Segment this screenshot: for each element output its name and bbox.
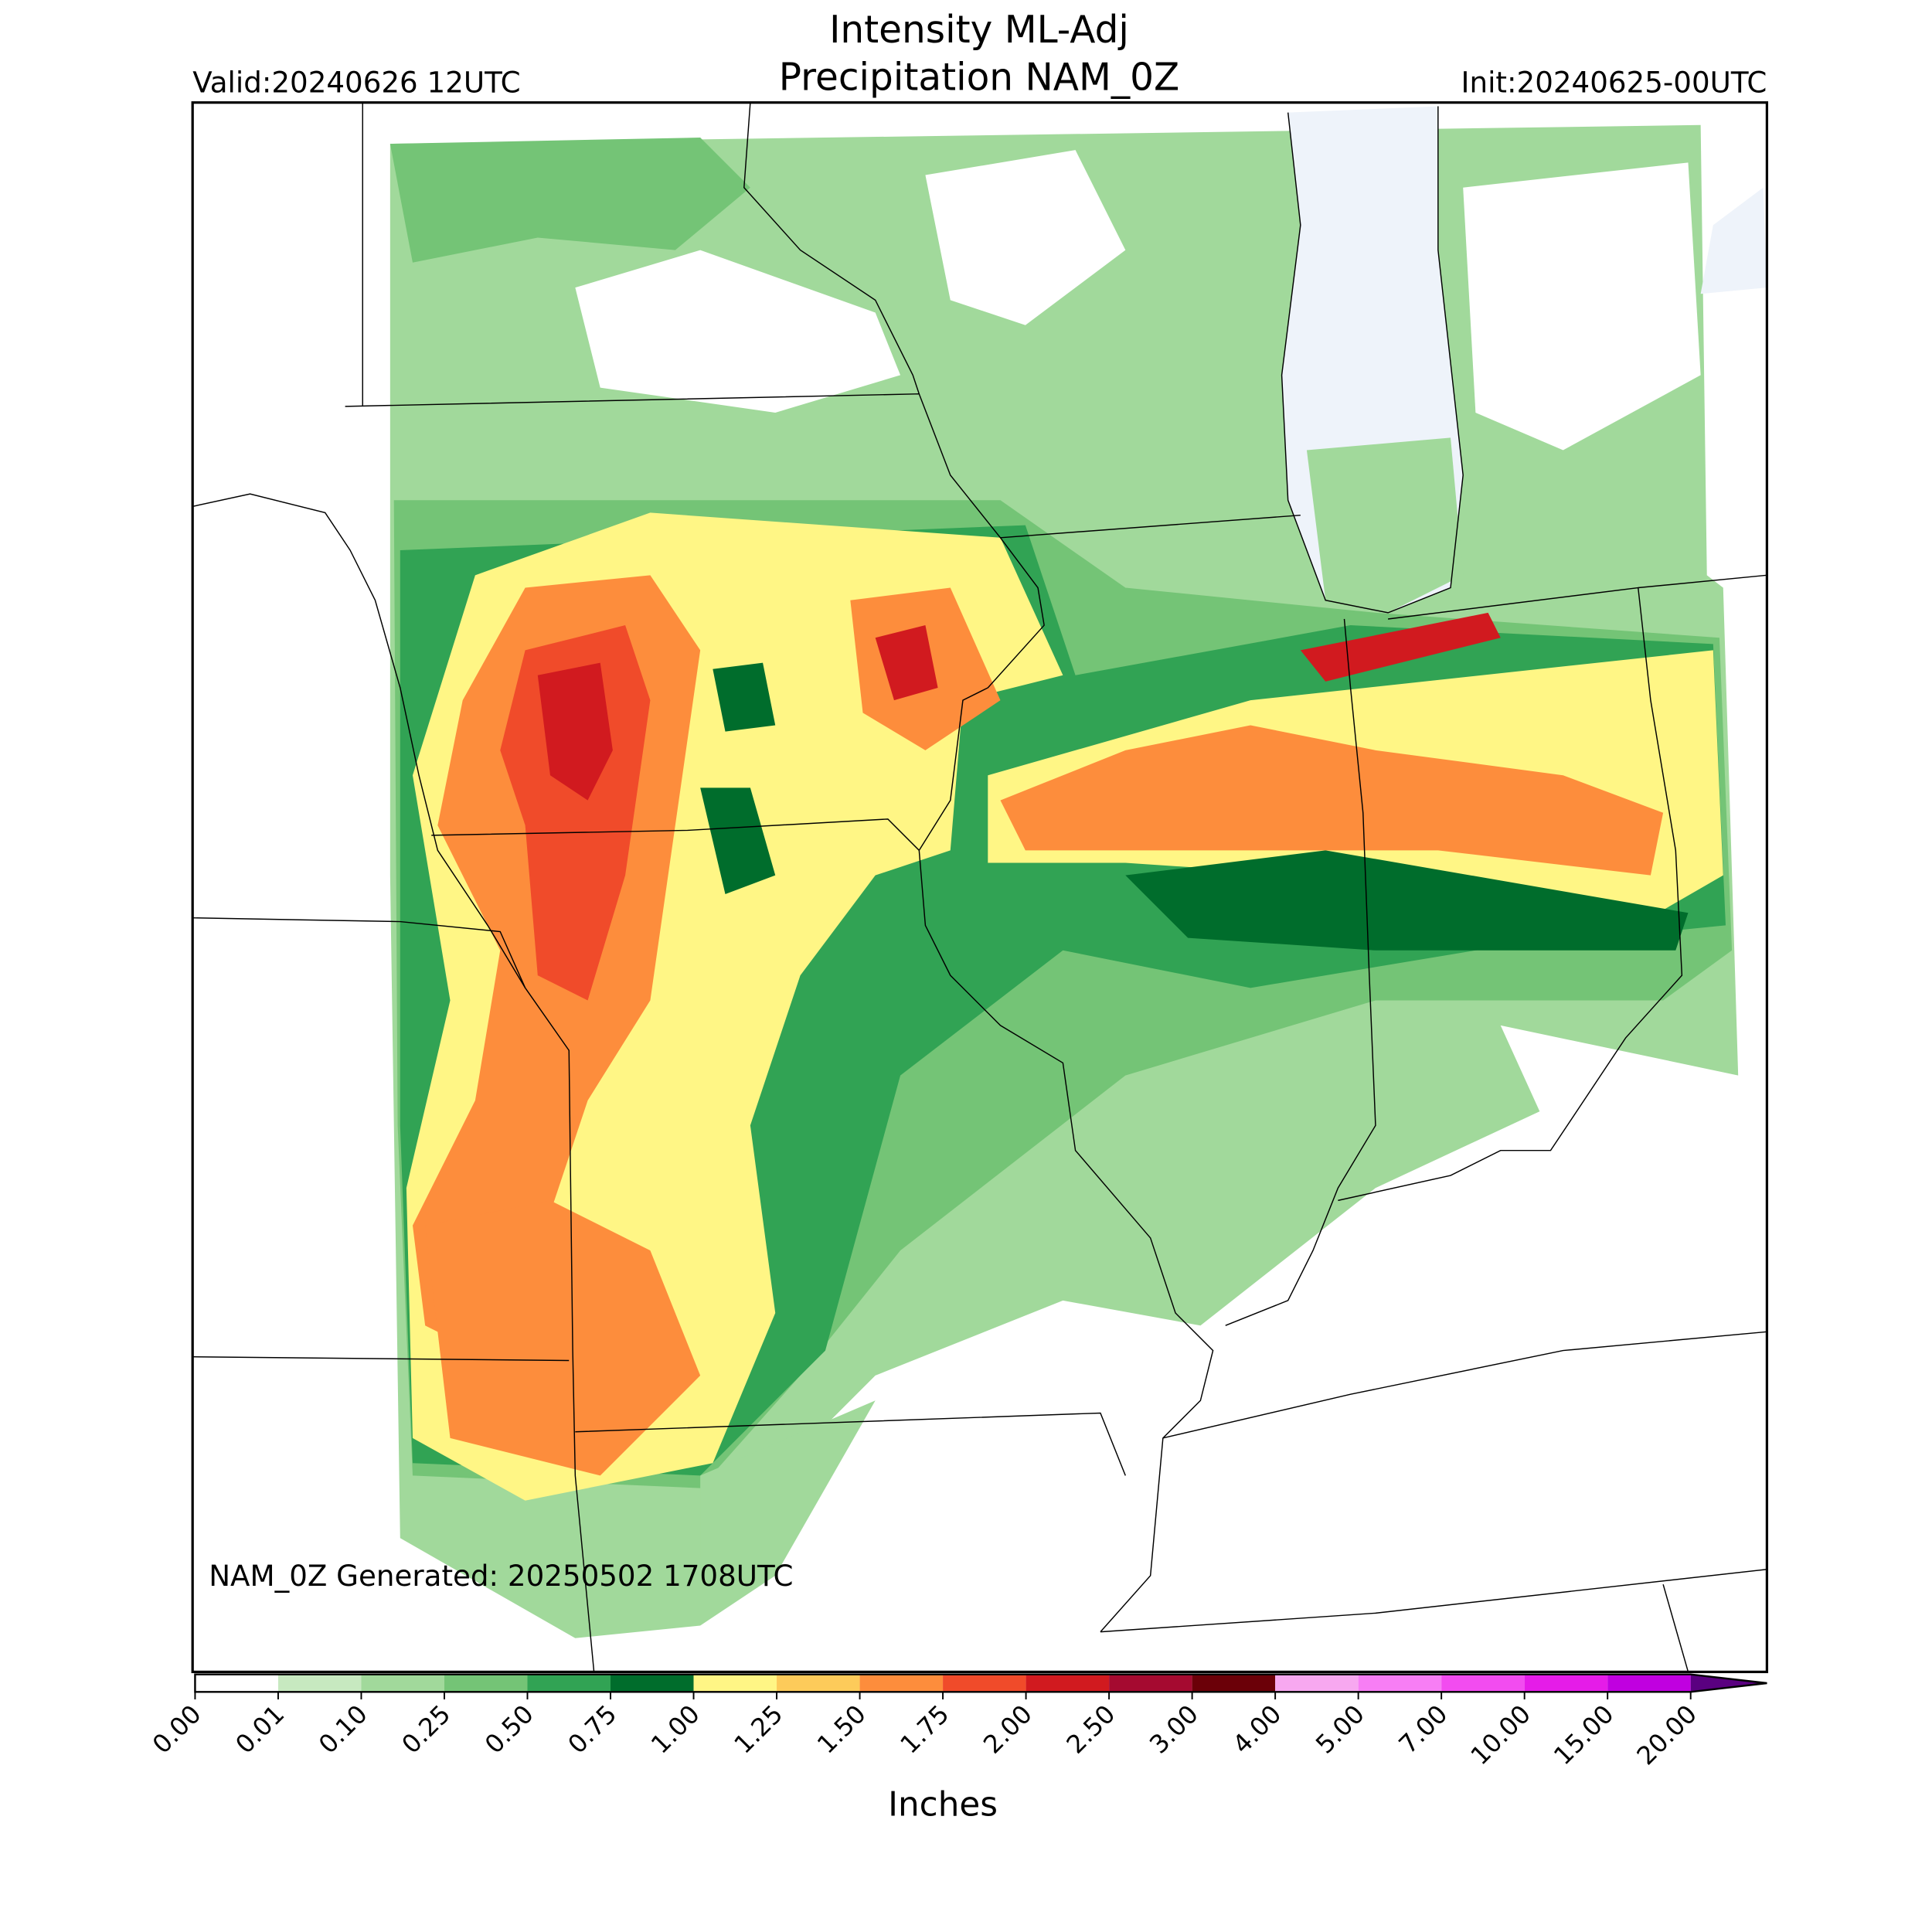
colorbar-tick-label: 7.00 — [1393, 1699, 1454, 1760]
precip-area — [700, 787, 776, 894]
colorbar-swatch — [527, 1674, 611, 1692]
dry-area — [1500, 1025, 1739, 1163]
colorbar-tick-label: 0.00 — [147, 1699, 207, 1760]
colorbar-tick-label: 0.25 — [396, 1699, 457, 1760]
colorbar-swatch — [1524, 1674, 1608, 1692]
precip-area — [389, 137, 750, 263]
precip-area — [1300, 612, 1501, 682]
precip-area — [1306, 437, 1464, 613]
colorbar-swatch — [1441, 1674, 1525, 1692]
colorbar-swatch — [444, 1674, 528, 1692]
colorbar-swatch — [1607, 1674, 1691, 1692]
colorbar-swatch — [1275, 1674, 1359, 1692]
colorbar-label: Inches — [888, 1785, 998, 1825]
lake — [1700, 187, 1767, 294]
colorbar: 0.00 0.01 0.10 0.25 0.50 0.75 1.00 1.25 1.50 1.75… — [147, 1673, 1767, 1770]
colorbar-tick-label: 20.00 — [1631, 1699, 1702, 1770]
init-time: Init:20240625-00UTC — [1461, 66, 1767, 100]
precip-area — [875, 625, 938, 701]
colorbar-tick-label: 15.00 — [1548, 1699, 1619, 1770]
map-frame — [191, 101, 1769, 1674]
colorbar-tick-label: 10.00 — [1465, 1699, 1536, 1770]
colorbar-swatch — [693, 1674, 777, 1692]
generated-annotation: NAM_0Z Generated: 20250502 1708UTC — [209, 1559, 793, 1593]
colorbar-tick-label: 1.00 — [645, 1699, 706, 1760]
precip-area — [1000, 725, 1664, 876]
precip-area — [425, 1200, 701, 1476]
colorbar-swatch — [859, 1674, 944, 1692]
colorbar-tick-label: 1.75 — [895, 1699, 955, 1760]
state-borders — [192, 102, 1767, 1672]
colorbar-tick-label: 1.50 — [811, 1699, 872, 1760]
colorbar-swatch — [1358, 1674, 1442, 1692]
colorbar-swatch — [611, 1674, 694, 1692]
precip-area — [500, 625, 651, 1001]
colorbar-swatch — [1026, 1674, 1110, 1692]
colorbar-swatch — [943, 1674, 1026, 1692]
precip-area — [713, 662, 776, 732]
colorbar-tick-label: 0.10 — [313, 1699, 373, 1760]
dry-area — [1463, 162, 1701, 451]
colorbar-tick-label: 0.75 — [563, 1699, 623, 1760]
colorbar-extension — [1690, 1674, 1767, 1692]
colorbar-swatch — [1109, 1674, 1192, 1692]
title-line1: Intensity ML-Adj — [829, 9, 1129, 52]
precip-area — [1125, 850, 1689, 951]
colorbar-tick-label: 1.25 — [729, 1699, 789, 1760]
precip-area — [700, 1400, 876, 1626]
colorbar-tick-label: 5.00 — [1310, 1699, 1370, 1760]
colorbar-tick-label: 3.00 — [1144, 1699, 1204, 1760]
map — [192, 102, 1767, 1672]
colorbar-tick-label: 4.00 — [1227, 1699, 1287, 1760]
colorbar-tick-label: 2.00 — [978, 1699, 1038, 1760]
colorbar-swatch — [777, 1674, 860, 1692]
colorbar-outline — [194, 1673, 1767, 1693]
colorbar-swatch — [195, 1674, 278, 1692]
colorbar-swatch — [361, 1674, 444, 1692]
dry-area — [925, 150, 1126, 325]
colorbar-tick-label: 0.01 — [230, 1699, 290, 1760]
dry-area — [575, 250, 901, 413]
precip-area — [537, 662, 613, 801]
title-line2: Precipitation NAM_0Z — [779, 56, 1180, 100]
valid-time: Valid:20240626 12UTC — [192, 66, 520, 100]
colorbar-tick-label: 0.50 — [479, 1699, 539, 1760]
colorbar-swatch — [277, 1674, 362, 1692]
colorbar-swatch — [1192, 1674, 1276, 1692]
colorbar-tick-label: 2.50 — [1061, 1699, 1121, 1760]
